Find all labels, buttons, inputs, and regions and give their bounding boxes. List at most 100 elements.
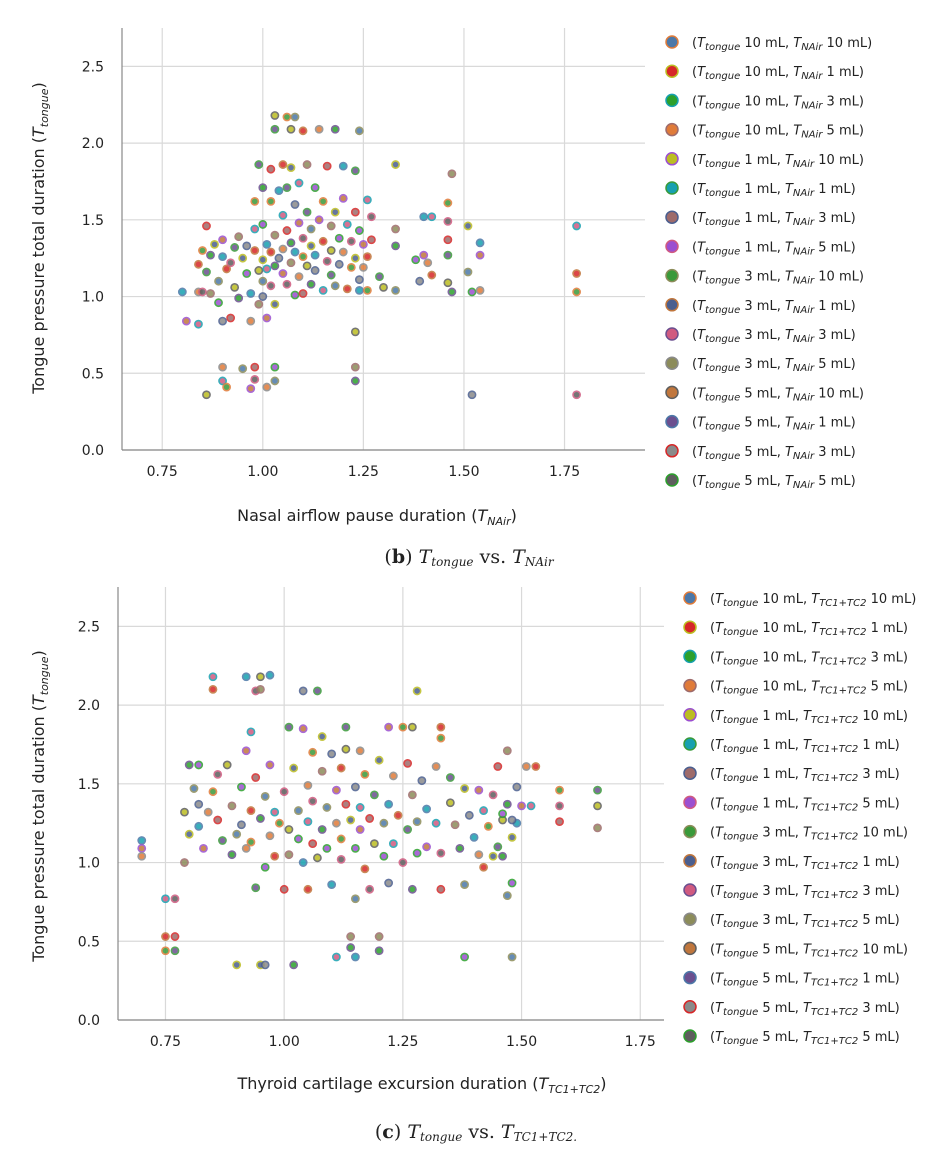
scatter-point [230,243,240,252]
scatter-point [322,803,332,812]
scatter-point [411,255,421,265]
legend-entry: (Ttongue 5 mL, TTC1+TC2 1 mL) [710,972,900,989]
scatter-point [388,771,398,781]
y-tick-label: 1.5 [82,213,104,229]
scatter-point [282,226,292,235]
legend-marker [683,970,697,985]
scatter-point [184,829,194,839]
scatter-point [419,250,429,260]
scatter-point [251,883,261,893]
scatter-point [298,289,308,298]
legend-marker [683,883,697,897]
scatter-point [331,952,341,962]
scatter-point [258,183,268,192]
scatter-point [422,804,432,814]
scatter-point [572,287,582,297]
scatter-point [317,732,327,741]
scatter-point [341,744,351,754]
legend-marker [665,327,679,341]
scatter-point [242,241,252,251]
scatter-point [350,894,360,904]
scatter-point [208,787,218,797]
scatter-point [467,390,477,400]
scatter-point [479,862,488,872]
y-tick-label: 0.5 [78,934,100,950]
scatter-point [184,760,194,770]
legend-marker [665,473,679,487]
scatter-point [507,832,517,842]
y-tick-label: 1.0 [78,856,100,872]
scatter-point [407,884,417,894]
scatter-point [322,843,332,853]
legend-entry: (Ttongue 3 mL, TTC1+TC2 10 mL) [710,826,908,843]
scatter-point [170,932,180,941]
scatter-point [234,293,244,303]
y-axis-label-c: Tongue pressure total duration (Ttongue) [29,650,51,963]
scatter-point [213,769,223,779]
y-tick-label: 2.0 [78,698,100,714]
scatter-point [180,858,189,867]
scatter-point [391,224,400,234]
scatter-point [284,825,294,834]
scatter-point [302,207,312,217]
scatter-point [502,799,512,809]
scatter-point [346,262,356,272]
scatter-point [375,272,384,281]
scatter-point [512,782,522,792]
scatter-point [313,853,322,863]
scatter-point [170,894,180,904]
scatter-point [258,220,268,229]
scatter-point [493,842,503,852]
x-tick-label: 0.75 [150,1034,181,1050]
scatter-point [266,281,276,291]
scatter-point [379,282,388,292]
scatter-point [298,724,308,734]
legend-entry: (Ttongue 5 mL, TTC1+TC2 5 mL) [710,1030,900,1047]
scatter-point [270,362,280,372]
scatter-point [234,232,244,242]
scatter-point [493,762,503,771]
scatter-point [289,763,299,773]
legend-entry: (Ttongue 1 mL, TTC1+TC2 3 mL) [710,767,900,784]
scatter-point [202,267,211,277]
scatter-point [341,722,351,732]
scatter-point [218,376,227,386]
scatter-point [250,197,260,206]
legend-marker [665,64,679,78]
x-axis-label-b: Nasal airflow pause duration (TNAir) [237,506,517,528]
scatter-point [507,815,517,825]
scatter-point [260,960,270,970]
scatter-point [258,276,268,286]
x-tick-label: 1.75 [625,1034,656,1050]
scatter-point [251,773,261,782]
y-tick-label: 0.5 [82,366,104,382]
scatter-point [463,221,473,231]
legend-marker [683,649,697,664]
scatter-point [460,880,469,889]
scatter-point [326,270,336,280]
scatter-point [354,226,364,235]
x-tick-label: 1.50 [448,464,479,480]
legend-entry: (Ttongue 5 mL, TNAir 10 mL) [692,386,864,403]
scatter-point [302,261,312,271]
scatter-point [227,801,237,811]
scatter-point [286,258,296,268]
scatter-point [241,843,251,853]
scatter-point [327,749,337,759]
scatter-point [384,878,394,888]
scatter-point [526,801,536,811]
scatter-point [270,807,280,817]
scatter-point [336,854,346,864]
scatter-point [327,880,337,889]
scatter-point [463,267,473,277]
scatter-point [278,160,288,169]
scatter-point [161,932,170,941]
scatter-point [270,851,280,861]
scatter-point [355,746,365,756]
scatter-point [436,722,446,732]
scatter-point [294,806,303,815]
scatter-point [331,785,341,795]
scatter-point [391,160,400,169]
legend-entry: (Ttongue 5 mL, TNAir 3 mL) [692,445,856,462]
legend-entry: (Ttongue 10 mL, TTC1+TC2 1 mL) [710,621,908,638]
